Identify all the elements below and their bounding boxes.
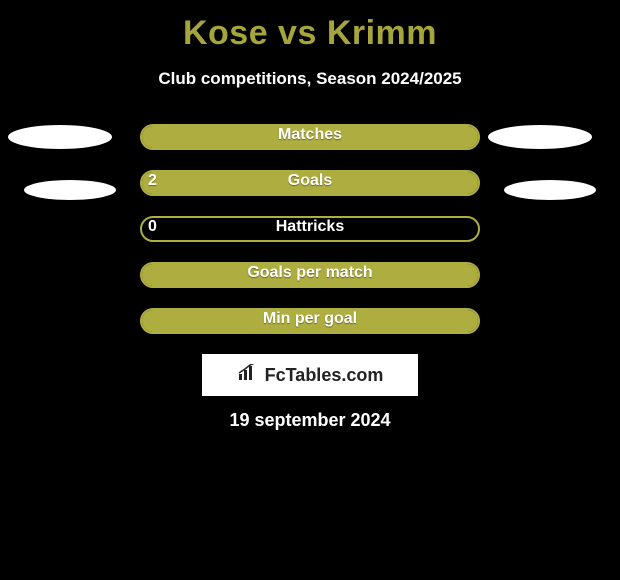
stat-row-hattricks: Hattricks0 [0, 216, 620, 262]
page-title: Kose vs Krimm [0, 0, 620, 53]
comparison-chart: Kose vs Krimm Club competitions, Season … [0, 0, 620, 580]
stat-bar-fill [142, 172, 478, 194]
date-label: 19 september 2024 [0, 410, 620, 431]
stat-row-mpg: Min per goal [0, 308, 620, 354]
page-subtitle: Club competitions, Season 2024/2025 [0, 69, 620, 89]
stat-bar-fill [142, 264, 478, 286]
fctables-label: FcTables.com [265, 365, 384, 386]
stat-row-matches: Matches [0, 124, 620, 170]
stat-bar-track [140, 124, 480, 150]
stat-bar-track [140, 170, 480, 196]
stat-bar-track [140, 216, 480, 242]
stat-rows: MatchesGoals2Hattricks0Goals per matchMi… [0, 124, 620, 354]
stat-bar-fill [142, 310, 478, 332]
stat-row-goals: Goals2 [0, 170, 620, 216]
bar-chart-icon [237, 364, 259, 387]
stat-bar-track [140, 308, 480, 334]
stat-bar-track [140, 262, 480, 288]
fctables-badge: FcTables.com [202, 354, 418, 396]
stat-row-gpm: Goals per match [0, 262, 620, 308]
stat-bar-fill [142, 126, 478, 148]
